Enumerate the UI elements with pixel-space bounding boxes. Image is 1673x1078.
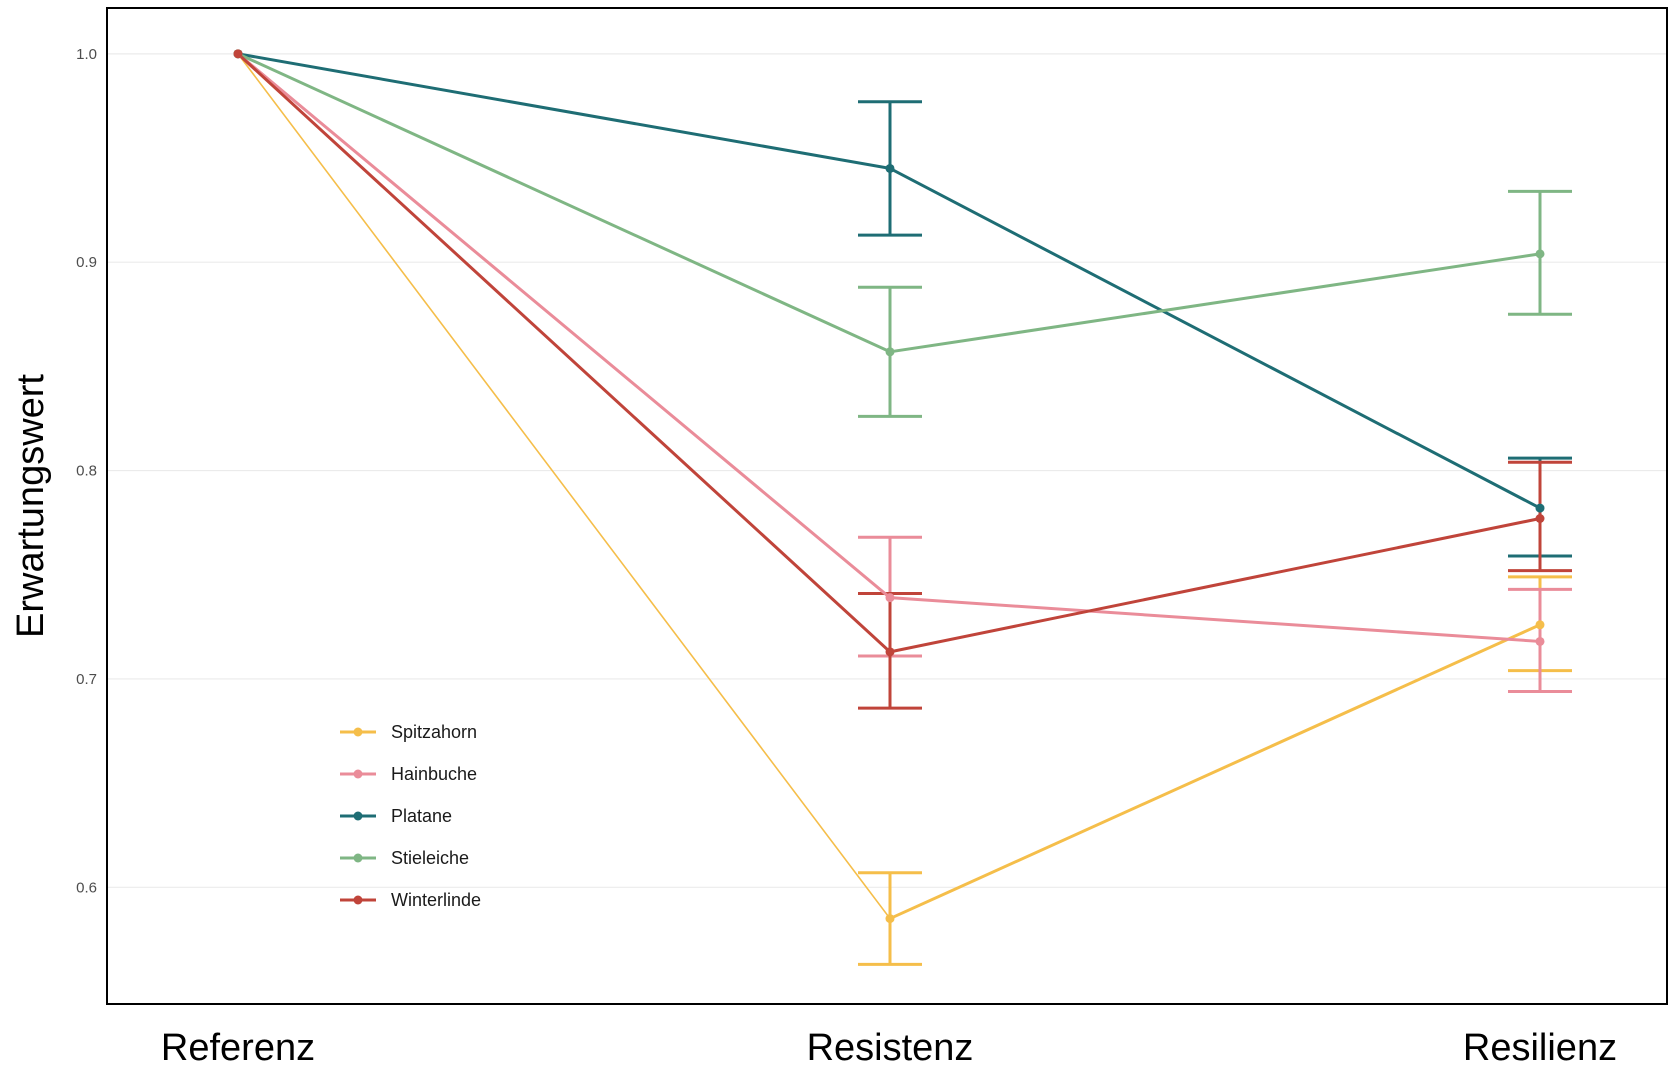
legend-item-stieleiche: Stieleiche xyxy=(340,848,469,868)
y-tick-label: 0.9 xyxy=(76,254,97,271)
series-line-winterlinde xyxy=(888,517,1542,654)
series-points xyxy=(233,49,1545,924)
legend-item-platane: Platane xyxy=(340,806,452,826)
point-stieleiche xyxy=(1535,249,1545,259)
point-winterlinde xyxy=(1535,514,1545,524)
x-axis-category-labels: Referenz Resistenz Resilienz xyxy=(161,1027,1617,1069)
legend-key-point xyxy=(353,853,363,863)
series-line-hainbuche xyxy=(236,52,892,600)
series-line-spitzahorn xyxy=(237,53,891,920)
point-winterlinde xyxy=(233,49,243,59)
legend-key-point xyxy=(353,895,363,905)
point-winterlinde xyxy=(885,647,895,657)
series-line-winterlinde xyxy=(236,52,892,654)
series-line-stieleiche xyxy=(888,252,1542,354)
legend-key-point xyxy=(353,727,363,737)
y-tick-label: 0.6 xyxy=(76,879,97,896)
legend-label: Platane xyxy=(391,806,452,826)
point-hainbuche xyxy=(885,593,895,603)
y-tick-label: 0.8 xyxy=(76,463,97,480)
point-stieleiche xyxy=(885,347,895,357)
x-category-label: Resistenz xyxy=(807,1027,974,1069)
legend-item-winterlinde: Winterlinde xyxy=(340,890,481,910)
series-line-hainbuche xyxy=(888,596,1542,643)
series-line-platane xyxy=(888,166,1542,510)
series-line-platane xyxy=(236,52,892,170)
x-category-label: Resilienz xyxy=(1463,1027,1617,1069)
legend-label: Stieleiche xyxy=(391,848,469,868)
legend-label: Spitzahorn xyxy=(391,722,477,742)
plot-panel-border xyxy=(106,7,1668,1005)
y-axis-ticks: 0.6 0.7 0.8 0.9 1.0 xyxy=(76,46,97,896)
y-tick-label: 1.0 xyxy=(76,46,97,63)
point-platane xyxy=(1535,503,1545,513)
legend-label: Winterlinde xyxy=(391,890,481,910)
point-spitzahorn xyxy=(885,914,895,924)
legend: Spitzahorn Hainbuche Platane Stieleiche Wint… xyxy=(340,722,481,910)
point-spitzahorn xyxy=(1535,620,1545,630)
point-hainbuche xyxy=(1535,636,1545,646)
legend-label: Hainbuche xyxy=(391,764,477,784)
x-category-label: Referenz xyxy=(161,1027,315,1069)
legend-key-point xyxy=(353,811,363,821)
series-line-spitzahorn xyxy=(888,623,1542,921)
series-line-stieleiche xyxy=(236,52,892,354)
gridlines xyxy=(107,53,1667,888)
series-lines xyxy=(236,52,1542,921)
legend-item-spitzahorn: Spitzahorn xyxy=(340,722,477,742)
legend-key-point xyxy=(353,769,363,779)
y-axis-title: Erwartungswert xyxy=(10,374,52,638)
y-tick-label: 0.7 xyxy=(76,671,97,688)
legend-item-hainbuche: Hainbuche xyxy=(340,764,477,784)
point-platane xyxy=(885,163,895,173)
